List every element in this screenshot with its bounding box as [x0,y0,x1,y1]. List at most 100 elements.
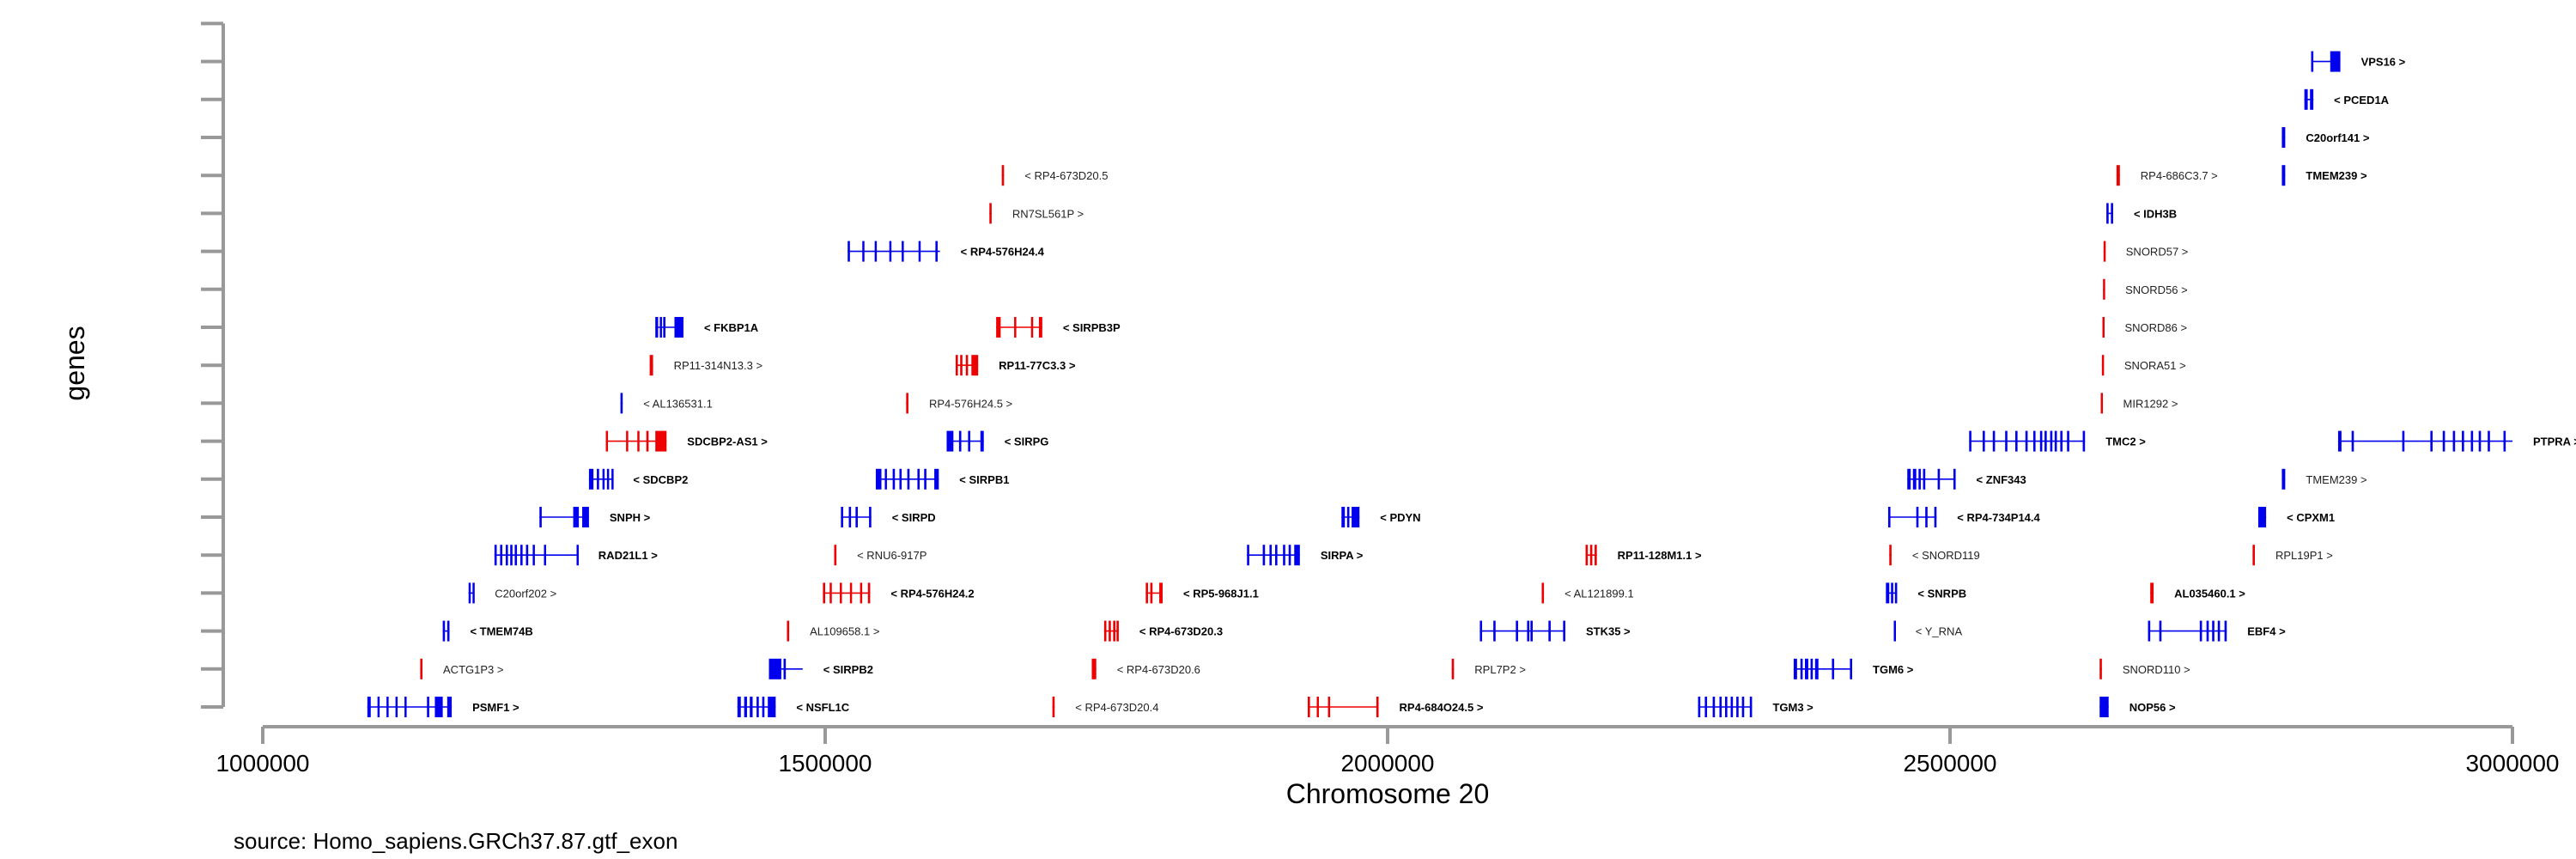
gene-track-cpxm1: < CPXM1 [2257,507,2335,527]
gene-exon [1891,582,1893,604]
gene-label: C20orf202 > [495,587,556,600]
gene-exon [968,430,970,452]
gene-exon [1038,317,1042,338]
gene-label: < NSFL1C [796,701,849,714]
gene-exon [2442,430,2445,452]
gene-exon [1934,507,1937,527]
gene-exon [544,545,546,566]
gene-label: < TMEM74B [470,625,532,638]
gene-label: RPL7P2 > [1474,663,1526,676]
gene-track-snora51: SNORA51 > [2101,355,2186,376]
gene-label: STK35 > [1586,625,1631,638]
gene-exon [2111,203,2113,224]
gene-label: < RP5-968J1.1 [1183,587,1259,600]
gene-label: RP11-128M1.1 > [1618,549,1702,562]
gene-exon [1014,317,1017,338]
gene-label: < RP4-673D20.3 [1139,625,1223,638]
gene-exon [1091,658,1097,679]
gene-exon [1479,620,1483,642]
gene-exon [1307,697,1310,717]
gene-exon [1918,468,1921,490]
gene-exon [377,697,380,717]
gene-exon [1810,658,1814,679]
gene-exon [892,468,896,490]
gene-track-rp4-673d20-5: < RP4-673D20.5 [1001,165,1108,186]
genes-layer: PSMF1 > ACTG1P3 > < TMEM74B C20orf202 > RAD2… [367,51,2576,717]
gene-label: PTPRA > [2533,436,2576,448]
gene-exon [787,620,790,642]
gene-label: < RP4-576H24.2 [890,587,974,600]
gene-label: SNORD86 > [2124,321,2187,334]
gene-label: PSMF1 > [472,701,519,714]
gene-exon [2050,430,2053,452]
gene-label: < ZNF343 [1977,473,2026,486]
gene-exon [626,430,629,452]
gene-exon [1316,697,1319,717]
gene-exon [2281,468,2286,490]
gene-exon [934,468,939,490]
gene-label: TMEM239 > [2306,473,2366,486]
gene-exon [582,507,589,527]
gene-exon [989,203,992,224]
gene-exon [611,468,614,490]
gene-label: RP4-576H24.5 > [929,397,1012,410]
gene-track-sirpa: SIRPA > [1247,545,1364,566]
gene-track-znf343: < ZNF343 [1907,468,2026,490]
gene-track-snord56: SNORD56 > [2103,278,2188,300]
gene-label: < RP4-576H24.4 [961,246,1045,259]
gene-label: RAD21L1 > [598,549,658,562]
gene-exon [514,545,518,566]
gene-label: SIRPA > [1321,549,1364,562]
gene-exon [1912,468,1917,490]
gene-exon [875,468,882,490]
gene-exon [427,697,429,717]
gene-label: < FKBP1A [704,321,759,334]
gene-exon [2281,127,2286,148]
y-axis-title: genes [59,326,90,400]
gene-exon [935,241,938,262]
x-axis: 1000000 1500000 2000000 2500000 3000000 [216,725,2560,777]
x-axis-ticks: 1000000 1500000 2000000 2500000 3000000 [216,727,2560,777]
gene-exon [2116,165,2120,186]
gene-track-y-rna: < Y_RNA [1893,620,1962,642]
gene-track-rpl19p1: RPL19P1 > [2252,545,2333,566]
gene-exon [1793,658,1797,679]
gene-exon [1563,620,1565,642]
gene-exon [2311,51,2314,72]
gene-track-sirpb2: < SIRPB2 [769,658,873,679]
gene-exon [1704,697,1708,717]
gene-exon [1886,582,1890,604]
gene-exon [674,317,683,338]
gene-track-pced1a: < PCED1A [2304,88,2390,110]
gene-exon [867,582,871,604]
gene-label: NOP56 > [2129,701,2176,714]
gene-exon [1247,545,1249,566]
gene-exon [1937,468,1941,490]
gene-exon [2039,430,2043,452]
gene-label: TGM6 > [1873,663,1914,676]
gene-exon [917,468,920,490]
gene-exon [646,430,649,452]
gene-exon [434,697,443,717]
gene-exon [1145,582,1148,604]
gene-exon [2099,658,2102,679]
gene-label: < RP4-673D20.4 [1075,701,1158,714]
gene-exon [1741,697,1745,717]
gene-exon [1887,507,1891,527]
gene-exon [874,241,878,262]
gene-exon [2217,620,2221,642]
gene-exon [637,430,640,452]
gene-exon [1283,545,1285,566]
gene-exon [1275,545,1278,566]
gene-exon [1907,468,1911,490]
gene-exon [606,468,610,490]
gene-track-rp4-576h24-2: < RP4-576H24.2 [823,582,975,604]
gene-track-nop56: NOP56 > [2099,697,2176,717]
gene-exon [769,658,781,679]
gene-exon [1294,545,1300,566]
gene-exon [744,697,747,717]
gene-exon [2102,317,2105,338]
gene-exon [2032,430,2036,452]
gene-track-rp4-576h24-5: RP4-576H24.5 > [906,393,1012,414]
gene-track-sirpg: < SIRPG [946,430,1048,452]
